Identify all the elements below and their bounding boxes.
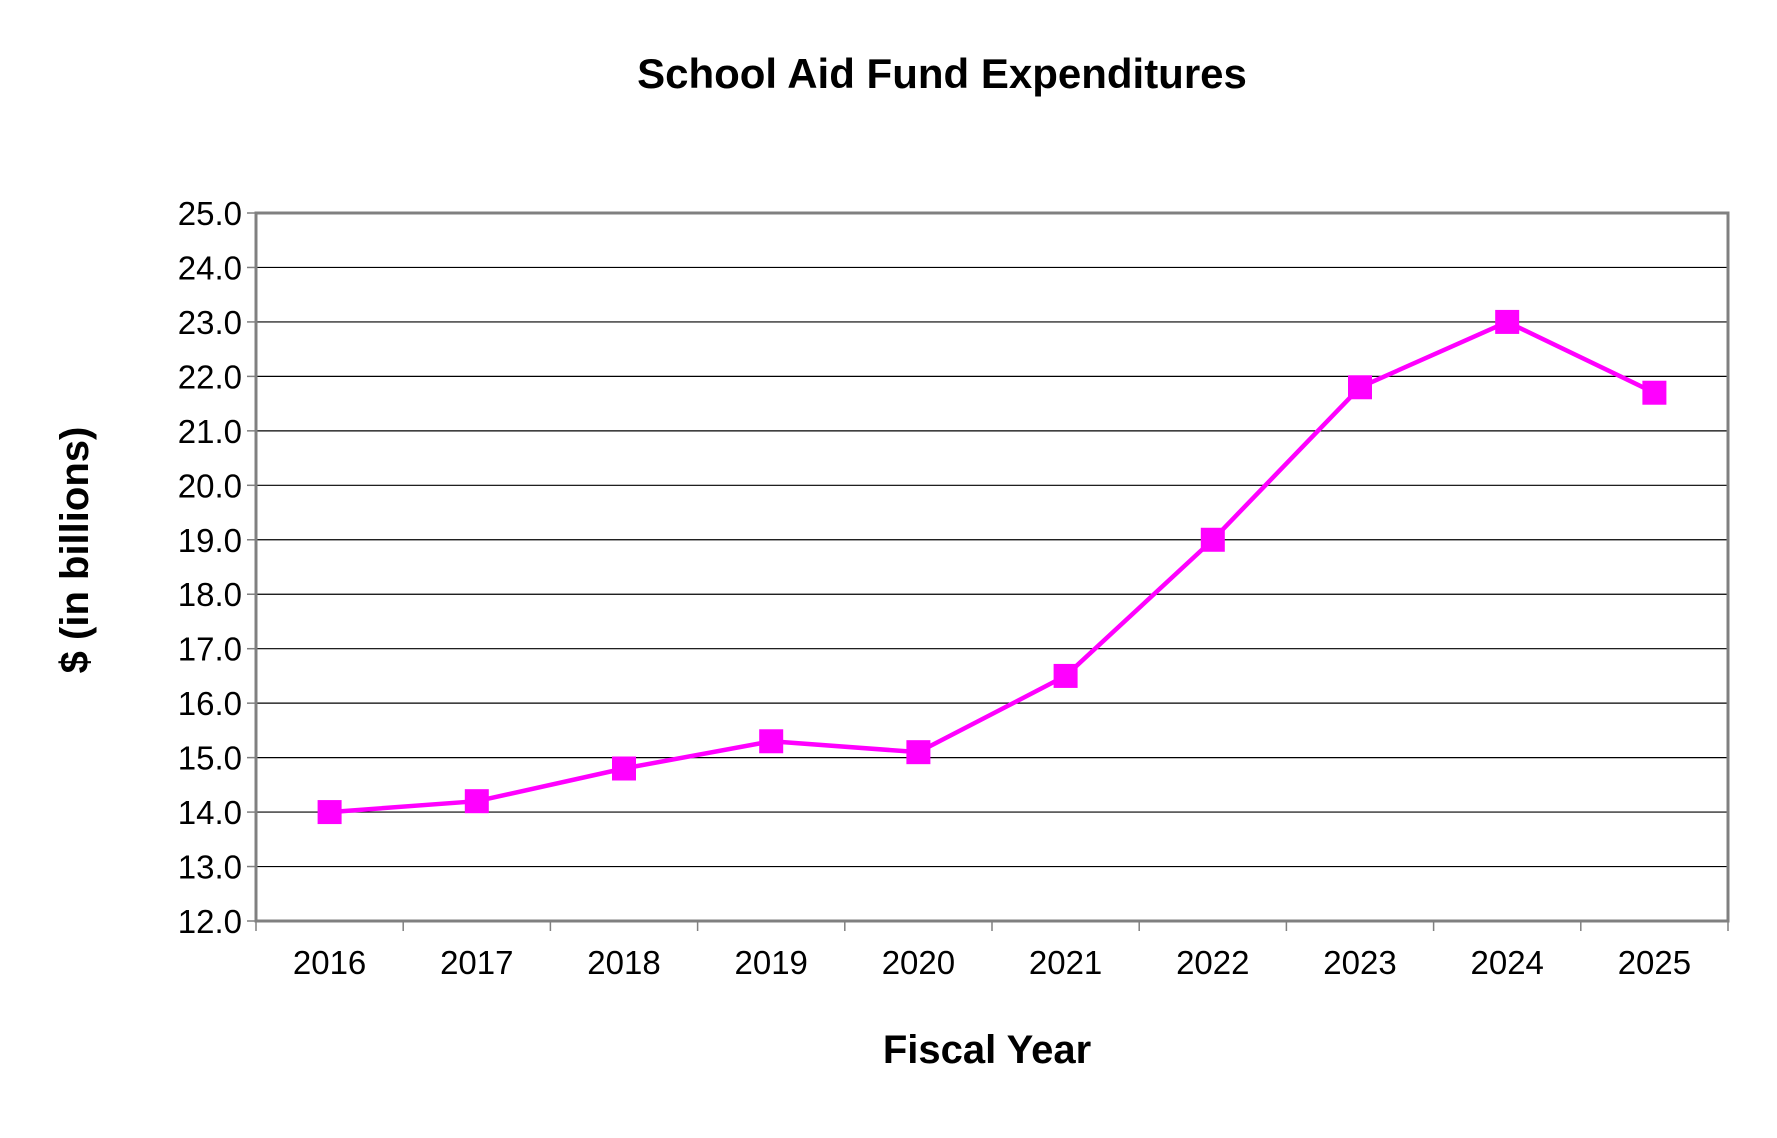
x-tick-label: 2020 (882, 944, 955, 981)
y-tick-label: 20.0 (178, 467, 242, 504)
x-tick-label: 2024 (1470, 944, 1543, 981)
y-tick-label: 22.0 (178, 358, 242, 395)
data-point-marker (1200, 527, 1225, 552)
series-line (329, 319, 1656, 815)
y-tick-label: 24.0 (178, 249, 242, 286)
y-tick-label: 13.0 (178, 849, 242, 886)
y-tick-label: 25.0 (178, 195, 242, 232)
y-tick-label: 23.0 (178, 304, 242, 341)
data-point-marker (759, 729, 784, 754)
x-tick-label: 2023 (1323, 944, 1396, 981)
y-tick-label: 14.0 (178, 794, 242, 831)
x-tick-label: 2017 (440, 944, 513, 981)
y-tick-label: 18.0 (178, 576, 242, 613)
data-point-marker (906, 740, 931, 765)
y-tick-label: 19.0 (178, 522, 242, 559)
x-tick-label: 2022 (1176, 944, 1249, 981)
gridlines (256, 266, 1728, 868)
x-tick-label: 2016 (293, 944, 366, 981)
series-layer (317, 309, 1667, 825)
data-point-marker (1642, 380, 1667, 405)
chart-title: School Aid Fund Expenditures (637, 50, 1247, 97)
y-tick-label: 21.0 (178, 413, 242, 450)
y-tick-label: 17.0 (178, 631, 242, 668)
x-tick-label: 2018 (587, 944, 660, 981)
x-tick-label: 2021 (1029, 944, 1102, 981)
data-point-marker (1495, 309, 1520, 334)
x-tick-label: 2025 (1618, 944, 1691, 981)
data-point-marker (1348, 375, 1372, 400)
x-axis-title: Fiscal Year (883, 1028, 1091, 1072)
x-tick-label: 2019 (734, 944, 807, 981)
y-tick-label: 15.0 (178, 740, 242, 777)
data-point-marker (1053, 663, 1078, 688)
y-axis-title: $ (in billions) (53, 427, 97, 674)
data-point-marker (612, 756, 636, 781)
data-point-marker (317, 800, 342, 825)
y-tick-label: 12.0 (178, 903, 242, 940)
data-point-marker (464, 789, 489, 814)
x-axis-ticks: 2016 2017 2018 2019 2020 2021 2022 2023 2024 2025 (255, 921, 1729, 981)
y-tick-label: 16.0 (178, 685, 242, 722)
plot-area-border (254, 211, 1730, 923)
y-axis-ticks: 12.0 13.0 14.0 15.0 16.0 17.0 18.0 19.0 20.0 21.0… (178, 195, 256, 940)
